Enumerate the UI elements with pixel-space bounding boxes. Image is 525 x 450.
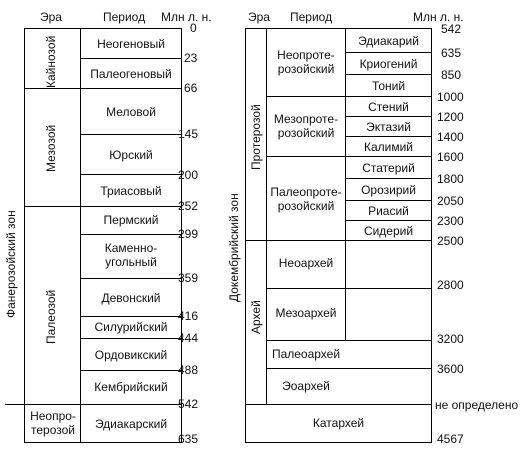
period-ordovician: Ордовикский — [94, 348, 168, 362]
left-age: 23 — [184, 51, 198, 65]
left-age: 0 — [190, 21, 197, 35]
right-age: 2050 — [437, 194, 464, 208]
era-katarchean: Катархей — [312, 416, 365, 430]
right-age: 635 — [441, 46, 462, 60]
period-cambrian: Кембрийский — [94, 380, 168, 394]
period-statherian: Статерий — [362, 161, 415, 175]
period-calymmian: Калимий — [363, 140, 414, 154]
left-age: 359 — [178, 271, 199, 285]
left-age: 66 — [184, 81, 198, 95]
right-age: 4567 — [437, 432, 464, 446]
left-age: 444 — [178, 331, 199, 345]
left-age: 200 — [178, 168, 199, 182]
period-cryogenian: Криогений — [359, 57, 418, 71]
era-neoproterozoic: Неопро- терозой — [30, 409, 76, 437]
left-age: 416 — [178, 309, 199, 323]
era-neoarchean: Неоархей — [278, 256, 334, 270]
right-age: 2800 — [437, 278, 464, 292]
period-tonian: Тоний — [371, 79, 406, 93]
right-age: 1200 — [437, 110, 464, 124]
right-eon-label: Докембрийский зон — [227, 193, 241, 302]
period-paleogene: Палеогеновый — [90, 67, 172, 81]
right-age: 1400 — [437, 130, 464, 144]
era-proterozoic: Протерозой — [249, 104, 263, 170]
right-age: 542 — [441, 22, 462, 36]
era-cenozoic: Кайнозой — [44, 35, 58, 88]
left-age: 145 — [178, 127, 199, 141]
left-era-header: Эра — [40, 10, 62, 24]
right-age-undetermined: не определено — [435, 398, 519, 412]
right-age: 1600 — [437, 150, 464, 164]
period-orosirian: Орозирий — [361, 183, 416, 197]
period-permian: Пермский — [103, 213, 159, 227]
era-paleoarchean: Палеоархей — [271, 347, 341, 361]
period-jurassic: Юрский — [109, 148, 153, 162]
period-rhyacian: Риасий — [368, 204, 409, 218]
left-age: 635 — [178, 432, 199, 446]
right-age: 1000 — [437, 90, 464, 104]
left-age: 488 — [178, 363, 199, 377]
subeon-neoproterozoic: Неопроте- розойский — [277, 48, 335, 76]
period-stenian: Стений — [368, 100, 409, 114]
era-mesozoic: Мезозой — [44, 124, 58, 172]
right-age: 3200 — [437, 332, 464, 346]
period-devonian: Девонский — [101, 291, 161, 305]
era-paleozoic: Палеозой — [44, 289, 58, 344]
right-age: 850 — [441, 68, 462, 82]
left-age: 299 — [178, 227, 199, 241]
right-age: 2300 — [437, 214, 464, 228]
right-age: 3600 — [437, 362, 464, 376]
right-age: 1800 — [437, 172, 464, 186]
left-age: 252 — [178, 199, 199, 213]
period-neogene: Неогеновый — [97, 37, 165, 51]
right-period-header: Период — [290, 10, 333, 24]
subeon-paleoproterozoic: Палеопроте- розойский — [270, 185, 342, 213]
era-mesoarchean: Мезоархей — [275, 306, 337, 320]
period-cretaceous: Меловой — [106, 105, 156, 119]
period-siderian: Сидерий — [363, 224, 414, 238]
era-archean: Архей — [249, 300, 263, 334]
period-ediacarium: Эдиакарий — [358, 34, 419, 48]
left-age: 542 — [178, 397, 199, 411]
right-mya-header: Млн л. н. — [413, 10, 464, 24]
period-silurian: Силурийский — [94, 320, 168, 334]
era-eoarchean: Эоархей — [282, 379, 330, 393]
left-mya-header: Млн л. н. — [161, 10, 212, 24]
right-era-header: Эра — [248, 10, 270, 24]
period-ediacaran: Эдиакарский — [94, 417, 168, 431]
subeon-mesoproterozoic: Мезопроте- розойский — [273, 112, 339, 140]
period-triassic: Триасовый — [100, 184, 162, 198]
left-eon-label: Фанерозойский зон — [4, 210, 18, 318]
period-ectasian: Эктазий — [366, 120, 411, 134]
right-age: 2500 — [437, 234, 464, 248]
period-carboniferous: Каменно- угольный — [104, 241, 158, 269]
left-period-header: Период — [103, 10, 146, 24]
